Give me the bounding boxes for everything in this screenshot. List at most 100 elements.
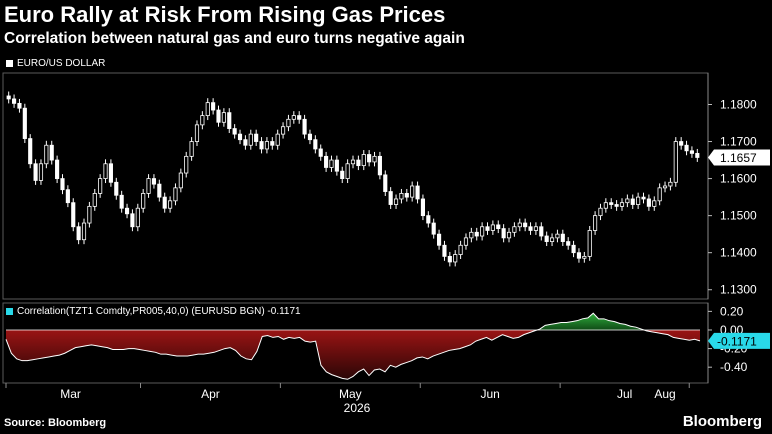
correlation-legend: Correlation(TZT1 Comdty,PR005,40,0) (EUR… <box>6 306 301 317</box>
candle-body <box>189 141 194 157</box>
price-legend-swatch <box>6 60 13 67</box>
correlation-negative-area <box>6 329 700 380</box>
candle-body <box>49 144 54 161</box>
candle-body <box>501 228 506 239</box>
candle-body <box>576 252 582 259</box>
candle-body <box>523 222 528 228</box>
price-legend: EURO/US DOLLAR <box>6 58 105 69</box>
candle-body <box>280 126 286 135</box>
candle-body <box>98 178 103 194</box>
candle-body <box>437 233 442 246</box>
source-note: Source: Bloomberg <box>4 417 107 429</box>
candle-body <box>216 109 221 123</box>
candle-body <box>582 255 587 259</box>
candle-body <box>232 128 237 135</box>
candle-body <box>684 144 689 152</box>
correlation-tick-label: -0.40 <box>720 360 748 374</box>
candle-body <box>302 118 307 135</box>
candle-body <box>87 205 92 224</box>
candle-body <box>334 159 339 172</box>
candle-body <box>410 185 415 198</box>
candle-body <box>619 202 625 207</box>
candle-body <box>22 107 27 139</box>
candle-body <box>264 141 269 150</box>
candle-body <box>205 102 210 117</box>
correlation-last-value: -0.1171 <box>708 332 770 349</box>
price-panel-frame <box>2 72 709 300</box>
candlestick-series <box>6 91 700 267</box>
candle-body <box>65 189 70 204</box>
candle-body <box>291 115 296 120</box>
candle-body <box>313 139 318 150</box>
candle-body <box>463 237 469 246</box>
candle-body <box>6 95 11 100</box>
candle-body <box>549 237 555 242</box>
candle-body <box>275 133 280 146</box>
candle-body <box>162 196 167 209</box>
candle-body <box>593 215 598 231</box>
candle-body <box>673 141 678 183</box>
correlation-last-label: -0.1171 <box>717 334 757 348</box>
correlation-tick-label: 0.20 <box>720 304 744 318</box>
candle-body <box>92 193 97 207</box>
candle-body <box>469 231 474 239</box>
candle-body <box>141 193 146 209</box>
candle-body <box>555 233 560 239</box>
candle-body <box>609 202 614 205</box>
bloomberg-logo: Bloomberg <box>682 413 762 430</box>
candle-body <box>657 187 662 202</box>
correlation-last-tag <box>708 332 770 349</box>
time-tick-label: Aug <box>654 387 675 401</box>
candle-body <box>60 178 65 191</box>
candle-body <box>641 196 646 200</box>
correlation-legend-label: Correlation(TZT1 Comdty,PR005,40,0) (EUR… <box>17 306 301 317</box>
candle-body <box>28 138 33 165</box>
candle-body <box>377 155 382 176</box>
candle-body <box>71 202 76 228</box>
candle-body <box>490 224 495 231</box>
candle-body <box>157 183 162 198</box>
candle-body <box>81 222 87 241</box>
candle-body <box>135 207 140 228</box>
price-tick-label: 1.1400 <box>720 246 757 260</box>
candle-body <box>458 244 463 255</box>
price-tick-label: 1.1300 <box>720 283 757 297</box>
price-axis: 1.1800 1.1700 1.1600 1.1500 1.1400 1.1300 <box>707 73 757 299</box>
candle-body <box>17 102 22 109</box>
price-last-value: 1.1657 <box>708 149 770 166</box>
candle-body <box>151 178 157 185</box>
time-axis: Mar Apr May Jun Jul Aug 2026 <box>5 383 690 415</box>
candle-body <box>388 191 393 205</box>
candle-body <box>184 155 189 174</box>
candle-body <box>340 170 345 179</box>
candle-body <box>146 178 151 194</box>
candle-body <box>630 198 635 205</box>
candle-body <box>442 244 447 257</box>
candle-body <box>114 181 119 196</box>
price-last-tag <box>708 149 770 166</box>
candle-body <box>652 200 657 207</box>
correlation-legend-swatch <box>6 308 13 315</box>
candle-body <box>587 230 592 257</box>
candle-body <box>108 163 113 183</box>
candle-body <box>544 235 549 242</box>
candle-body <box>350 159 356 165</box>
price-tick-label: 1.1500 <box>720 209 757 223</box>
price-tick-label: 1.1800 <box>720 97 757 111</box>
candle-body <box>221 112 226 123</box>
time-tick-label: Apr <box>201 387 220 401</box>
candle-body <box>566 241 571 246</box>
candle-body <box>270 141 275 146</box>
candle-body <box>44 144 49 165</box>
candle-body <box>372 155 377 163</box>
candle-body <box>286 118 291 128</box>
candle-body <box>103 163 108 179</box>
candle-body <box>248 133 253 146</box>
correlation-line <box>5 312 701 380</box>
year-label: 2026 <box>344 401 371 415</box>
candle-body <box>243 139 248 146</box>
price-tick-label: 1.1700 <box>720 135 757 149</box>
price-last-label: 1.1657 <box>720 151 757 165</box>
candle-body <box>38 163 44 181</box>
